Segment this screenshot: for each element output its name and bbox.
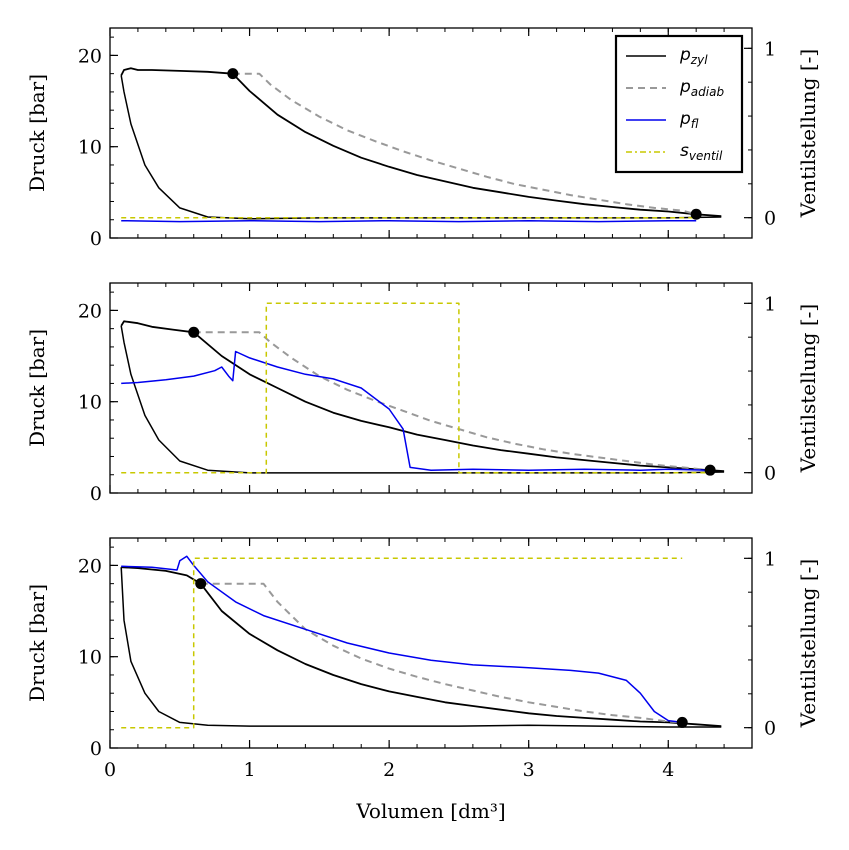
chart-panel-1: 0 10 20 0 1 Druck [bar] Ventilstellung [-] pzyl…	[25, 27, 820, 250]
y2-tick-label: 1	[764, 38, 776, 60]
y-tick-label: 0	[90, 738, 102, 760]
y-tick-label: 10	[78, 392, 102, 414]
y2-tick-label: 1	[764, 293, 776, 315]
series-p-zyl	[120, 567, 722, 728]
x-tick-label: 2	[383, 759, 395, 781]
y2-axis-label: Ventilstellung [-]	[796, 49, 820, 218]
x-tick-label: 1	[244, 759, 256, 781]
plot-frame	[109, 27, 753, 239]
data-marker	[227, 68, 239, 80]
data-marker	[188, 326, 200, 338]
y2-tick-label: 1	[764, 548, 776, 570]
legend-box	[614, 34, 744, 174]
chart-panel-2: 0 10 20 0 1 Druck [bar] Ventilstellung [-]	[25, 282, 820, 505]
plot-frame	[109, 537, 753, 749]
data-marker	[704, 464, 716, 476]
y-axis-label: Druck [bar]	[25, 329, 49, 447]
series-s-ventil	[121, 557, 683, 729]
plot-area	[120, 67, 722, 223]
x-tick-label: 4	[662, 759, 674, 781]
plot-frame	[109, 282, 753, 494]
y-tick-label: 20	[78, 300, 102, 322]
y2-axis-label: Ventilstellung [-]	[796, 304, 820, 473]
legend-label-subscript: fl	[691, 117, 699, 131]
y2-tick-label: 0	[764, 463, 776, 485]
series-s-ventil	[121, 302, 711, 474]
y-axis-label: Druck [bar]	[25, 584, 49, 702]
series-p-fl	[121, 219, 697, 223]
x-axis-label: Volumen [dm³]	[355, 799, 505, 823]
series-p-fl	[121, 350, 711, 471]
data-marker	[676, 716, 688, 728]
y-tick-label: 10	[78, 647, 102, 669]
y-tick-label: 0	[90, 483, 102, 505]
series-p-adiab	[232, 72, 697, 216]
series-p-adiab	[200, 582, 683, 724]
y-tick-label: 20	[78, 555, 102, 577]
series-p-fl	[121, 555, 683, 724]
series-p-zyl	[121, 566, 722, 727]
y-tick-label: 20	[78, 45, 102, 67]
legend-label-subscript: zyl	[690, 53, 708, 67]
x-tick-label: 3	[523, 759, 535, 781]
series-p-adiab	[193, 331, 711, 472]
y-tick-label: 10	[78, 137, 102, 159]
y2-axis-label: Ventilstellung [-]	[796, 559, 820, 728]
data-marker	[195, 578, 207, 590]
y2-tick-label: 0	[764, 208, 776, 230]
plot-area	[120, 555, 722, 729]
y-tick-label: 0	[90, 228, 102, 250]
data-marker	[690, 208, 702, 220]
y-axis-label: Druck [bar]	[25, 74, 49, 192]
plot-area	[120, 302, 725, 476]
y2-tick-label: 0	[764, 718, 776, 740]
legend-label-subscript: adiab	[691, 85, 725, 99]
legend-label-subscript: ventil	[689, 149, 723, 163]
x-tick-label: 0	[104, 759, 116, 781]
series-p-zyl	[120, 320, 725, 472]
series-p-zyl	[120, 67, 722, 217]
